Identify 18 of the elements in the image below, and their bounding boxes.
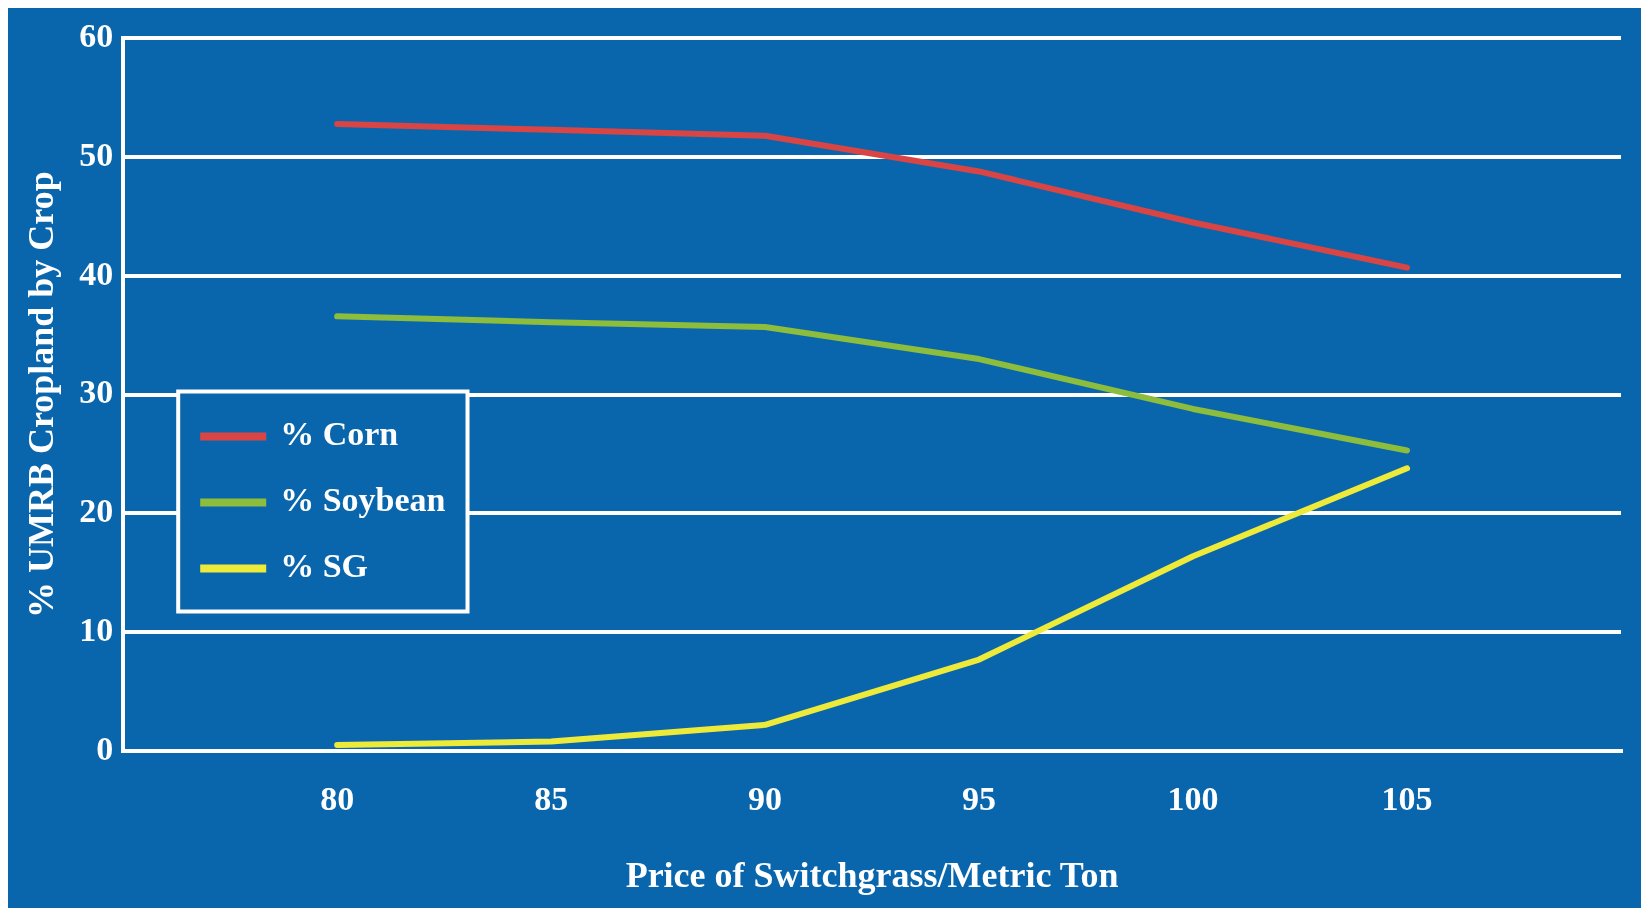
x-tick-label: 80 <box>320 780 355 818</box>
y-tick-label: 10 <box>79 611 114 649</box>
y-tick-label: 40 <box>79 254 114 292</box>
x-tick-label: 90 <box>748 780 783 818</box>
y-tick-label: 30 <box>79 373 114 411</box>
legend-label: % SG <box>280 547 369 585</box>
legend-label: % Soybean <box>280 481 446 519</box>
y-tick-label: 50 <box>79 135 114 173</box>
x-tick-label: 100 <box>1167 780 1219 818</box>
x-tick-label: 95 <box>962 780 997 818</box>
y-tick-label: 0 <box>96 729 114 767</box>
y-tick-label: 20 <box>79 492 114 530</box>
x-axis-title: Price of Switchgrass/Metric Ton <box>625 854 1119 895</box>
y-axis-title: % UMRB Cropland by Crop <box>20 171 61 619</box>
y-tick-label: 60 <box>79 17 114 55</box>
x-tick-label: 85 <box>534 780 569 818</box>
x-tick-label: 105 <box>1381 780 1433 818</box>
legend-label: % Corn <box>280 415 399 453</box>
